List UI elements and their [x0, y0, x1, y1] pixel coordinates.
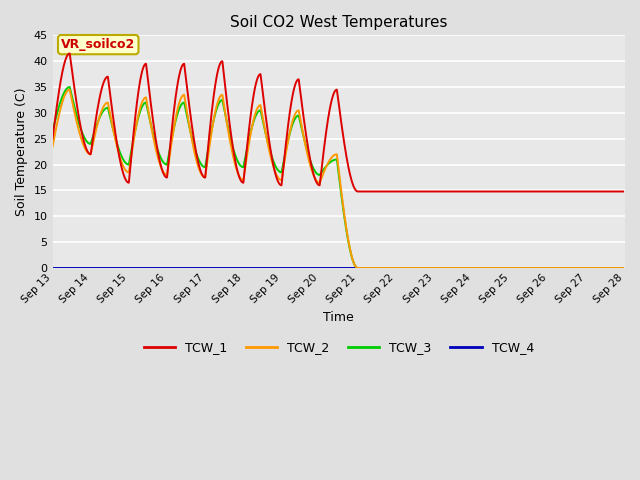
TCW_1 [148, 108, 156, 113]
TCW_2 [66, 87, 74, 93]
TCW_2 [114, 147, 122, 153]
X-axis label: Time: Time [323, 311, 354, 324]
TCW_1 [609, 189, 616, 194]
TCW_2 [620, 265, 627, 271]
Line: TCW_3: TCW_3 [52, 87, 623, 268]
TCW_4 [148, 265, 156, 271]
Title: Soil CO2 West Temperatures: Soil CO2 West Temperatures [230, 15, 447, 30]
TCW_1 [354, 189, 362, 194]
TCW_3 [268, 153, 275, 158]
Text: VR_soilco2: VR_soilco2 [61, 38, 136, 51]
TCW_4 [292, 265, 300, 271]
TCW_4 [268, 265, 275, 271]
Legend: TCW_1, TCW_2, TCW_3, TCW_4: TCW_1, TCW_2, TCW_3, TCW_4 [139, 336, 539, 360]
Line: TCW_2: TCW_2 [52, 90, 623, 268]
TCW_4 [547, 265, 554, 271]
TCW_4 [608, 265, 616, 271]
Y-axis label: Soil Temperature (C): Soil Temperature (C) [15, 87, 28, 216]
TCW_4 [114, 265, 122, 271]
TCW_4 [49, 265, 56, 271]
TCW_2 [354, 265, 362, 271]
TCW_3 [114, 144, 122, 149]
TCW_3 [620, 265, 627, 271]
TCW_2 [609, 265, 616, 271]
TCW_2 [547, 265, 555, 271]
TCW_3 [547, 265, 555, 271]
TCW_3 [354, 265, 362, 271]
TCW_1 [66, 50, 74, 56]
TCW_3 [148, 125, 156, 131]
TCW_1 [268, 153, 275, 158]
TCW_2 [268, 157, 275, 163]
TCW_1 [620, 189, 627, 194]
TCW_4 [620, 265, 627, 271]
TCW_1 [114, 145, 122, 151]
TCW_3 [66, 84, 74, 90]
TCW_3 [49, 128, 56, 134]
TCW_1 [49, 136, 56, 142]
TCW_1 [547, 189, 555, 194]
TCW_1 [292, 79, 300, 85]
TCW_2 [148, 126, 156, 132]
TCW_3 [609, 265, 616, 271]
TCW_2 [49, 144, 56, 149]
TCW_3 [292, 114, 300, 120]
TCW_2 [292, 109, 300, 115]
Line: TCW_1: TCW_1 [52, 53, 623, 192]
